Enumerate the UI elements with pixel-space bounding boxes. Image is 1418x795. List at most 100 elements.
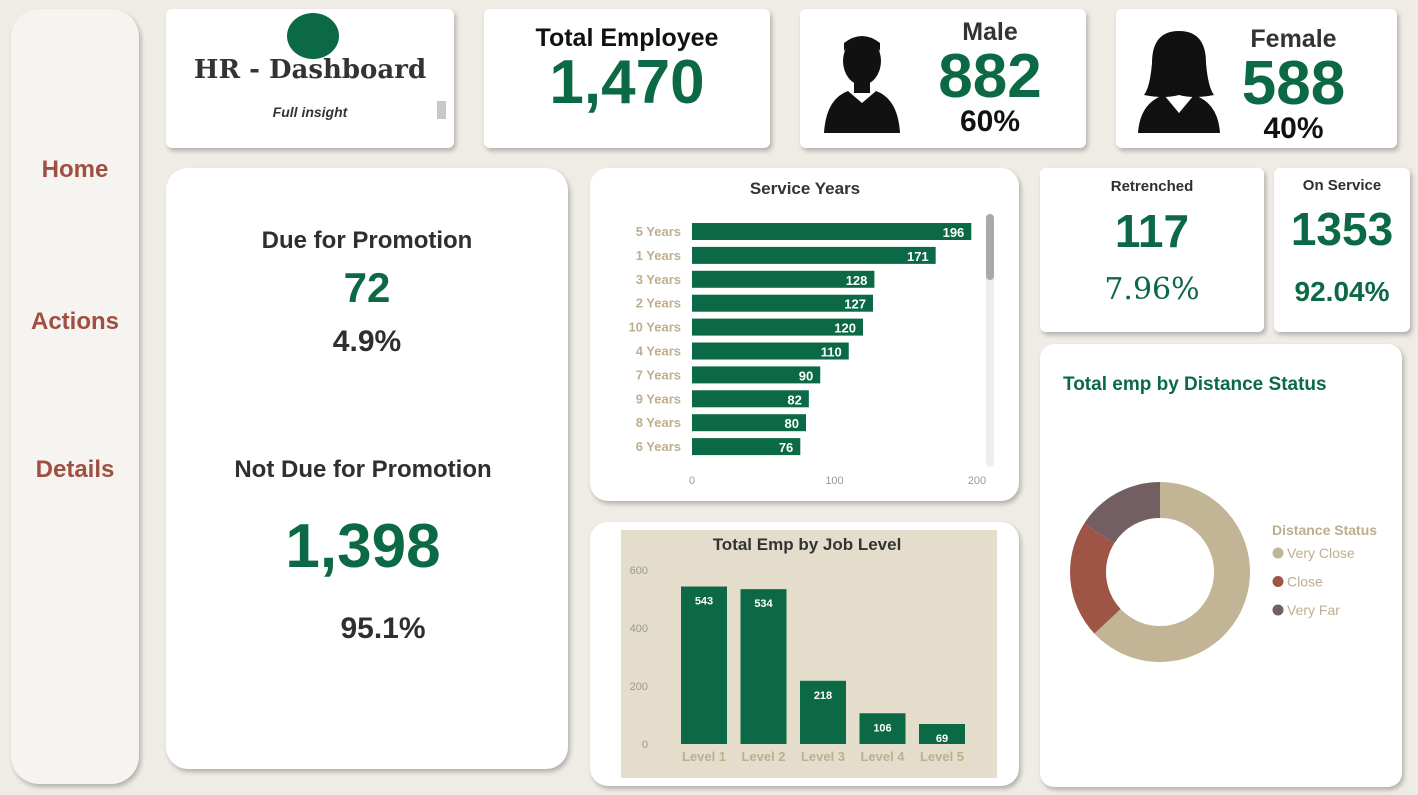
job-level-bar xyxy=(681,586,727,744)
service-years-x-tick: 200 xyxy=(968,475,986,487)
male-percent: 60% xyxy=(959,105,1021,138)
female-percent: 40% xyxy=(1263,112,1324,145)
donut-slice xyxy=(1094,482,1250,662)
service-years-bar xyxy=(692,390,809,408)
service-years-category-label: 7 Years xyxy=(636,367,681,382)
legend-item-label: Very Close xyxy=(1287,545,1355,561)
male-label: Male xyxy=(962,18,1018,46)
job-level-title: Total Emp by Job Level xyxy=(713,535,902,554)
retrenched-card: Retrenched 117 7.96% xyxy=(1040,168,1264,332)
retrenched-percent: 7.96% xyxy=(1104,272,1200,307)
scroll-handle[interactable] xyxy=(437,101,446,119)
service-years-bar xyxy=(692,342,849,360)
job-level-bar xyxy=(919,723,965,744)
job-level-bar-value: 69 xyxy=(936,733,948,745)
chart-scrollbar[interactable] xyxy=(986,214,994,467)
not-due-promotion-percent: 95.1% xyxy=(340,612,426,645)
female-label: Female xyxy=(1250,25,1337,53)
job-level-category-label: Level 1 xyxy=(682,749,726,764)
job-level-card: Total Emp by Job Level 0 200 400 600 543 Level… xyxy=(590,522,1019,786)
distance-card: Total emp by Distance Status Distance St… xyxy=(1040,344,1402,787)
job-level-bar xyxy=(859,713,906,744)
scrollbar-thumb[interactable] xyxy=(986,214,994,280)
service-years-x-tick: 0 xyxy=(689,475,695,487)
service-years-title: Service Years xyxy=(750,179,860,198)
job-level-category-label: Level 3 xyxy=(801,749,845,764)
service-years-category-label: 4 Years xyxy=(636,344,681,359)
service-years-bar-value: 196 xyxy=(943,225,965,240)
promotion-card: Due for Promotion 72 4.9% Not Due for Pr… xyxy=(166,168,568,769)
total-employee-card: Total Employee 1,470 xyxy=(484,9,770,148)
service-years-bar xyxy=(692,414,806,432)
page-subtitle: Full insight xyxy=(272,104,348,120)
legend-title: Distance Status xyxy=(1272,522,1377,538)
service-years-bar xyxy=(692,318,863,336)
service-years-card: Service Years 5 Years 196 1 Years 171 3 Years… xyxy=(590,168,1019,501)
on-service-percent: 92.04% xyxy=(1294,276,1390,307)
job-level-category-label: Level 5 xyxy=(920,749,964,764)
sidebar: Home Actions Details xyxy=(11,9,139,784)
legend-marker xyxy=(1272,604,1284,616)
legend-marker xyxy=(1272,576,1284,587)
service-years-bar-value: 80 xyxy=(785,416,799,431)
job-level-category-label: Level 2 xyxy=(741,749,785,764)
service-years-bar-value: 120 xyxy=(834,321,856,336)
service-years-bar-value: 171 xyxy=(907,249,929,264)
service-years-category-label: 10 Years xyxy=(628,320,681,335)
service-years-category-label: 5 Years xyxy=(636,224,681,239)
distance-donut-chart: Distance Status Very Close Close Very Far xyxy=(1070,482,1377,662)
due-promotion-label: Due for Promotion xyxy=(261,227,473,254)
female-value: 588 xyxy=(1241,49,1346,118)
not-due-promotion-value: 1,398 xyxy=(285,512,441,581)
job-level-bar xyxy=(800,680,846,744)
nav-actions[interactable]: Actions xyxy=(30,308,119,335)
service-years-bar xyxy=(692,366,821,384)
female-person-icon xyxy=(1138,31,1220,133)
nav-home[interactable]: Home xyxy=(41,156,109,183)
service-years-category-label: 2 Years xyxy=(636,296,681,311)
service-years-bar-value: 110 xyxy=(821,345,842,360)
service-years-bar xyxy=(692,270,875,288)
job-level-bar-value: 534 xyxy=(754,598,773,610)
service-years-category-label: 3 Years xyxy=(636,272,681,287)
job-level-y-tick: 0 xyxy=(642,739,648,751)
donut-slice xyxy=(1084,482,1160,544)
service-years-chart: Service Years 5 Years 196 1 Years 171 3 Years… xyxy=(628,179,986,487)
male-person-icon xyxy=(824,36,900,133)
on-service-label: On Service xyxy=(1302,177,1382,194)
service-years-category-label: 8 Years xyxy=(636,415,681,430)
total-employee-value: 1,470 xyxy=(549,48,705,117)
donut-slice xyxy=(1070,523,1121,634)
legend-marker xyxy=(1272,547,1284,559)
service-years-bar xyxy=(692,294,873,312)
job-level-category-label: Level 4 xyxy=(860,749,905,764)
service-years-bar-value: 82 xyxy=(787,392,801,407)
on-service-value: 1353 xyxy=(1290,203,1394,255)
job-level-chart: Total Emp by Job Level 0 200 400 600 543 Level… xyxy=(630,535,965,764)
job-level-bar-value: 106 xyxy=(873,722,891,734)
not-due-promotion-label: Not Due for Promotion xyxy=(234,456,492,483)
total-employee-label: Total Employee xyxy=(535,24,719,52)
job-level-y-tick: 200 xyxy=(630,681,648,693)
job-level-y-tick: 600 xyxy=(630,565,648,577)
distance-chart-title: Total emp by Distance Status xyxy=(1063,374,1327,395)
male-card: Male 882 60% xyxy=(800,9,1086,148)
job-level-y-tick: 400 xyxy=(630,623,648,635)
service-years-category-label: 9 Years xyxy=(636,391,681,406)
service-years-x-tick: 100 xyxy=(825,475,843,487)
nav-details[interactable]: Details xyxy=(35,456,115,483)
logo-circle-icon xyxy=(287,13,339,59)
legend-item-label: Very Far xyxy=(1287,602,1340,618)
title-card: HR - Dashboard Full insight xyxy=(166,9,454,148)
male-value: 882 xyxy=(938,42,1042,111)
service-years-bar xyxy=(692,223,972,240)
job-level-bar xyxy=(740,589,787,744)
retrenched-label: Retrenched xyxy=(1110,178,1194,195)
service-years-bar-value: 76 xyxy=(779,440,793,455)
retrenched-value: 117 xyxy=(1114,205,1190,257)
service-years-bar xyxy=(692,438,801,456)
service-years-bar-value: 127 xyxy=(844,297,866,312)
service-years-category-label: 6 Years xyxy=(636,439,681,454)
page-title: HR - Dashboard xyxy=(193,55,427,85)
job-level-bar-value: 218 xyxy=(814,690,832,702)
